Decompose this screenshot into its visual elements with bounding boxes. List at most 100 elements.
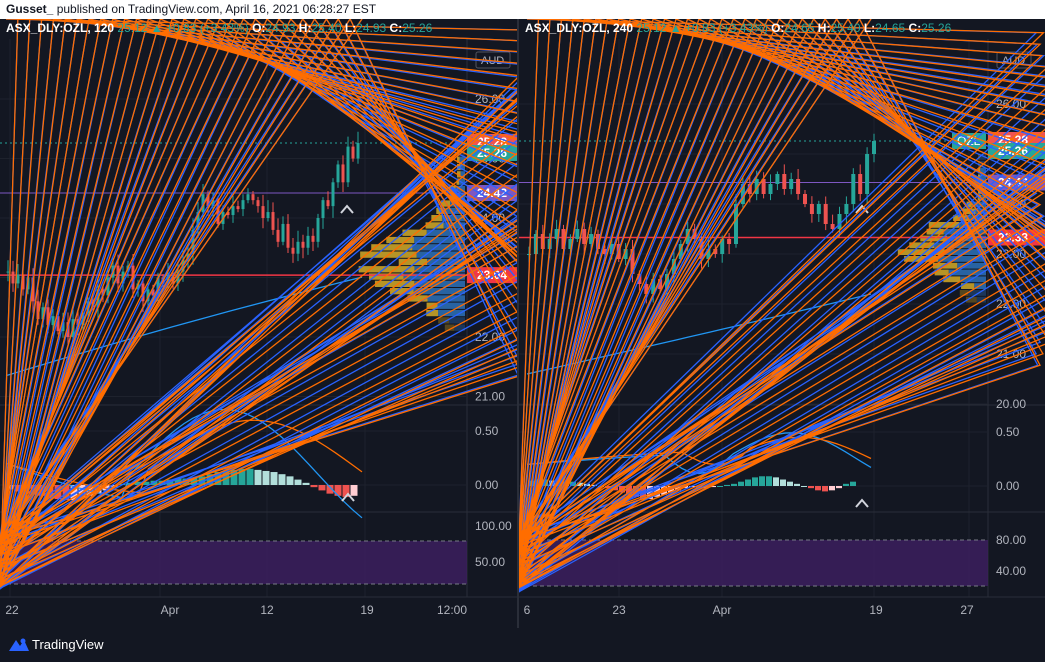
macd-histogram-bar (190, 477, 198, 485)
macd-histogram-bar (246, 468, 254, 485)
candle-body (865, 154, 870, 194)
candle-body (803, 194, 807, 204)
macd-histogram-bar (647, 486, 653, 499)
chart-right-canvas[interactable]: 26.0025.0024.0023.0022.0021.0020.00AUD25… (519, 19, 1045, 628)
macd-histogram-bar (724, 484, 730, 486)
volume-profile-bar (358, 266, 415, 273)
legend-last: 25.12 (117, 21, 148, 35)
publisher-name[interactable]: Gusset_ (6, 2, 54, 16)
candle-body (830, 224, 835, 229)
volume-profile-bar (943, 276, 961, 283)
macd-histogram-bar (675, 486, 681, 491)
candle-body (61, 322, 65, 332)
candle-body (858, 174, 863, 194)
macd-histogram-bar (794, 483, 800, 486)
legend-close: 25.26 (402, 21, 433, 35)
volume-profile-bar (403, 273, 465, 280)
candle-body (809, 204, 814, 214)
volume-profile-bar (966, 201, 972, 208)
volume-profile-bar (438, 309, 465, 317)
volume-profile-bar (402, 229, 427, 236)
chart-right[interactable]: 26.0025.0024.0023.0022.0021.0020.00AUD25… (519, 19, 1045, 628)
candle-body (727, 239, 732, 244)
legend-l-label: L: (344, 21, 357, 35)
volume-profile-bar (953, 215, 969, 221)
candle-body (81, 313, 85, 326)
macd-histogram-bar (787, 481, 793, 486)
candle-body (331, 182, 335, 207)
candle-body (596, 234, 600, 249)
volume-profile-bar (431, 215, 442, 222)
macd-histogram-bar (326, 485, 334, 494)
macd-histogram-bar (334, 485, 342, 496)
candle-body (651, 279, 656, 294)
time-tick-label: 27 (960, 603, 974, 617)
candle-body (191, 229, 195, 254)
legend-change: +0.83 (+3.43%) (166, 21, 249, 35)
pane-divider[interactable] (517, 19, 519, 628)
macd-histogram-bar (254, 469, 262, 485)
candle-body (231, 206, 235, 216)
chart-left-canvas[interactable]: 26.0025.0024.0023.0022.0021.00AUD25.2825… (0, 19, 517, 628)
macd-histogram-bar (270, 472, 278, 485)
macd-histogram-bar (745, 479, 751, 486)
macd-histogram-bar (605, 486, 611, 489)
chevron-up-icon (855, 498, 869, 508)
candle-body (575, 229, 580, 239)
volume-profile-bar (444, 324, 455, 331)
candle-body (36, 301, 40, 320)
candle-body (609, 244, 614, 254)
legend-close: 25.26 (921, 21, 952, 35)
candle-body (301, 241, 305, 248)
volume-profile-bar (961, 283, 975, 289)
candle-body (21, 274, 25, 290)
candle-body (261, 206, 265, 218)
macd-tick-label: 0.50 (475, 424, 499, 438)
candle-body (56, 316, 60, 332)
candle-body (131, 265, 135, 290)
candle-body (291, 247, 295, 254)
publish-info: published on TradingView.com, April 16, … (56, 2, 377, 16)
chart-left[interactable]: 26.0025.0024.0023.0022.0021.00AUD25.2825… (0, 19, 517, 628)
volume-profile-bar (971, 201, 986, 208)
candle-body (823, 204, 828, 224)
macd-histogram-bar (738, 481, 744, 486)
stochastic-tick-label: 40.00 (996, 564, 1026, 578)
volume-profile-bar (425, 222, 444, 229)
macd-histogram-bar (198, 476, 206, 485)
legend-h-label: H: (298, 21, 312, 35)
candle-body (11, 271, 15, 284)
time-tick-label: 6 (524, 603, 531, 617)
volume-profile-bar (978, 160, 981, 167)
candle-body (630, 249, 635, 274)
candle-body (665, 274, 669, 289)
legend-change: +0.83 (+3.43%) (685, 21, 768, 35)
candle-body (685, 229, 690, 244)
legend-low: 24.65 (875, 21, 906, 35)
volume-profile-bar (454, 324, 465, 331)
tradingview-logo-icon[interactable] (8, 636, 30, 652)
macd-line (526, 432, 872, 475)
volume-profile-bar (948, 269, 986, 276)
volume-profile-bar (897, 249, 945, 255)
candle-body (713, 249, 718, 254)
candle-body (554, 229, 559, 239)
signal-line (5, 419, 363, 494)
candle-body (281, 223, 285, 242)
footer-brand[interactable]: TradingView (32, 637, 104, 652)
time-tick-label: 19 (360, 603, 374, 617)
legend-h-label: H: (817, 21, 831, 35)
volume-profile-bar (407, 295, 428, 302)
legend-o-label: O: (771, 21, 785, 35)
legend-o-label: O: (252, 21, 266, 35)
macd-histogram-bar (836, 486, 842, 489)
legend-c-label: C: (389, 21, 403, 35)
candle-body (796, 179, 801, 194)
stochastic-tick-label: 100.00 (475, 519, 512, 533)
macd-histogram-bar (710, 486, 716, 488)
macd-histogram-bar (14, 485, 22, 492)
volume-profile-bar (909, 242, 935, 249)
candle-body (720, 239, 725, 254)
volume-profile-bar (414, 280, 465, 287)
volume-profile-bar (386, 236, 415, 244)
